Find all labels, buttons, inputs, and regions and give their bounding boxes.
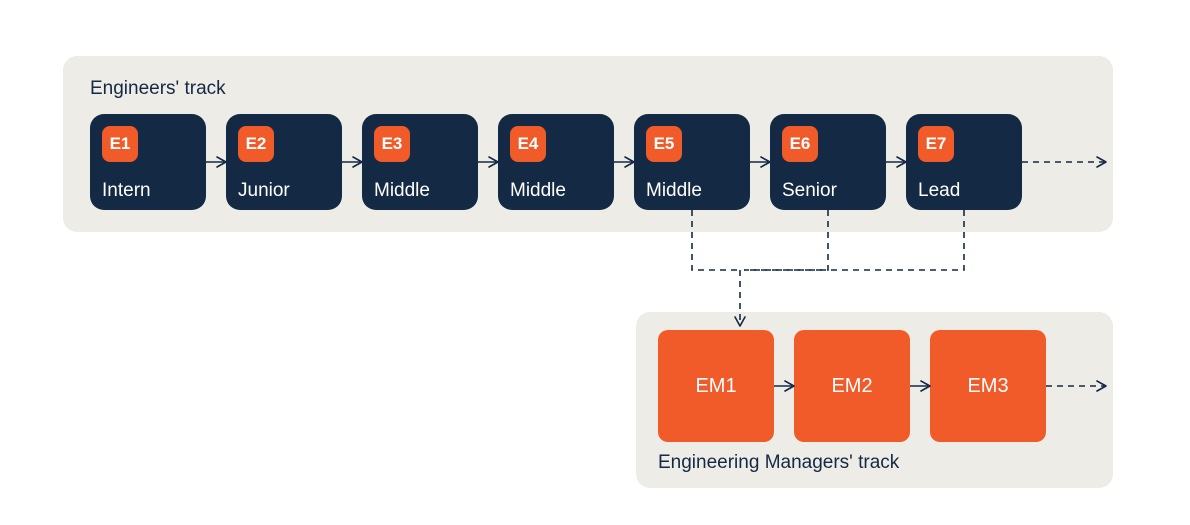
level-badge: E3 (374, 126, 410, 162)
level-label: Middle (646, 180, 738, 202)
engineer-level-node: E5 Middle (634, 114, 750, 210)
manager-level-node: EM2 (794, 330, 910, 442)
engineer-level-node: E3 Middle (362, 114, 478, 210)
engineer-level-node: E1 Intern (90, 114, 206, 210)
manager-level-node: EM1 (658, 330, 774, 442)
level-label: Senior (782, 180, 874, 202)
engineers-track-title: Engineers' track (90, 78, 226, 100)
level-badge: E6 (782, 126, 818, 162)
level-label: Junior (238, 180, 330, 202)
level-badge: E7 (918, 126, 954, 162)
level-badge: E5 (646, 126, 682, 162)
diagram-canvas: Engineers' track Engineering Managers' tr… (0, 0, 1190, 525)
level-label: Middle (374, 180, 466, 202)
engineer-level-node: E2 Junior (226, 114, 342, 210)
engineer-level-node: E4 Middle (498, 114, 614, 210)
engineer-level-node: E7 Lead (906, 114, 1022, 210)
level-label: Intern (102, 180, 194, 202)
level-label: Lead (918, 180, 1010, 202)
manager-level-node: EM3 (930, 330, 1046, 442)
level-badge: E2 (238, 126, 274, 162)
level-badge: E4 (510, 126, 546, 162)
engineer-level-node: E6 Senior (770, 114, 886, 210)
managers-track-title: Engineering Managers' track (658, 452, 899, 474)
level-badge: E1 (102, 126, 138, 162)
level-label: Middle (510, 180, 602, 202)
